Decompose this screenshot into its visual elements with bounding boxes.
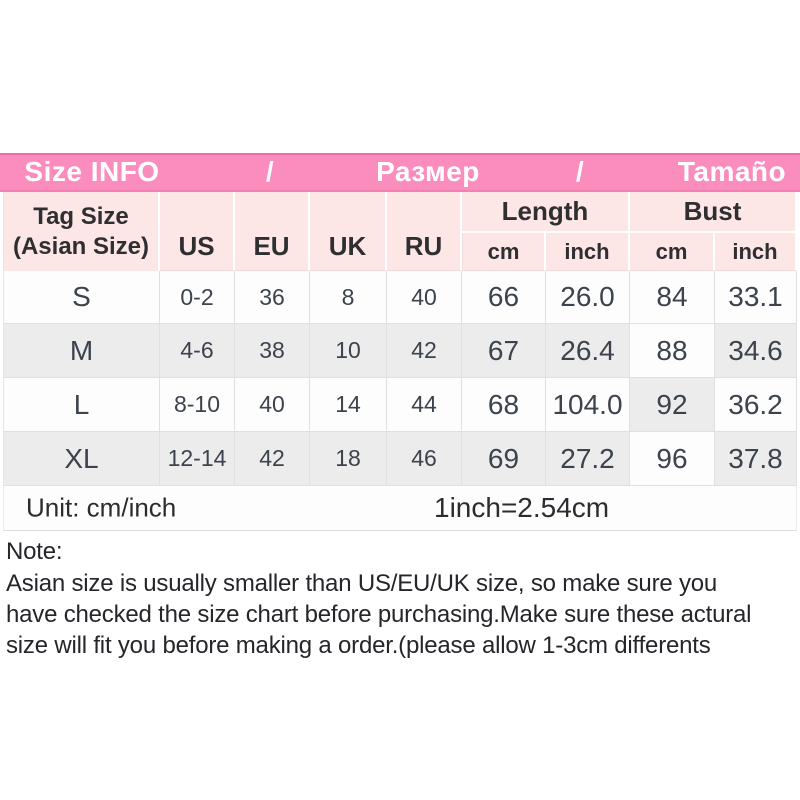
- size-row-s: S 0-2 36 8 40 66 26.0 84 33.1: [3, 271, 797, 324]
- size-info-banner: Size INFO / Размер / Tamaño: [0, 153, 800, 192]
- cell-ru: 46: [387, 432, 462, 486]
- cell-bust-inch: 34.6: [715, 324, 797, 378]
- cell-length-inch: 104.0: [546, 378, 630, 432]
- cell-us: 12-14: [160, 432, 235, 486]
- note-block: Note: Asian size is usually smaller than…: [0, 536, 800, 661]
- banner-separator-slash: /: [265, 155, 275, 187]
- header-tag-size-line2: (Asian Size): [12, 232, 150, 260]
- inch-conversion-label: 1inch=2.54cm: [434, 492, 610, 523]
- header-length-inch: inch: [546, 233, 630, 271]
- cell-ru: 44: [387, 378, 462, 432]
- cell-bust-inch: 37.8: [715, 432, 797, 486]
- cell-bust-cm: 92: [630, 378, 715, 432]
- header-tag-size: Tag Size (Asian Size): [3, 192, 160, 271]
- cell-bust-cm: 88: [630, 324, 715, 378]
- note-line-3: size will fit you before making a order.…: [6, 632, 711, 659]
- cell-tag: M: [3, 324, 160, 378]
- cell-uk: 14: [310, 378, 387, 432]
- cell-ru: 42: [387, 324, 462, 378]
- banner-label-razmer: Размер: [376, 155, 480, 187]
- cell-length-inch: 26.4: [546, 324, 630, 378]
- cell-bust-cm: 84: [630, 271, 715, 324]
- header-eu: EU: [235, 192, 310, 271]
- header-row-units: cm inch cm inch: [3, 233, 797, 271]
- cell-eu: 36: [235, 271, 310, 324]
- cell-length-inch: 27.2: [546, 432, 630, 486]
- cell-us: 4-6: [160, 324, 235, 378]
- cell-eu: 42: [235, 432, 310, 486]
- cell-bust-inch: 36.2: [715, 378, 797, 432]
- cell-us: 0-2: [160, 271, 235, 324]
- header-row-groups: Tag Size (Asian Size) US EU UK RU Length…: [3, 192, 797, 271]
- cell-length-inch: 26.0: [546, 271, 630, 324]
- note-label: Note:: [6, 538, 63, 565]
- cell-us: 8-10: [160, 378, 235, 432]
- banner-label-tamano: Tamaño: [677, 155, 787, 187]
- cell-uk: 8: [310, 271, 387, 324]
- unit-label: Unit: cm/inch: [26, 492, 177, 523]
- header-tag-size-line1: Tag Size: [33, 202, 129, 230]
- cell-length-cm: 66: [462, 271, 546, 324]
- cell-length-cm: 69: [462, 432, 546, 486]
- header-length-cm: cm: [462, 233, 546, 271]
- cell-bust-cm: 96: [630, 432, 715, 486]
- note-line-1: Asian size is usually smaller than US/EU…: [6, 570, 718, 597]
- cell-ru: 40: [387, 271, 462, 324]
- header-us: US: [160, 192, 235, 271]
- cell-eu: 38: [235, 324, 310, 378]
- size-row-xl: XL 12-14 42 18 46 69 27.2 96 37.8: [3, 432, 797, 486]
- unit-bar: Unit: cm/inch 1inch=2.54cm: [3, 486, 797, 531]
- note-line-2: have checked the size chart before purch…: [6, 601, 752, 628]
- header-bust-cm: cm: [630, 233, 715, 271]
- header-ru: RU: [387, 192, 462, 271]
- cell-length-cm: 67: [462, 324, 546, 378]
- header-uk: UK: [310, 192, 387, 271]
- cell-bust-inch: 33.1: [715, 271, 797, 324]
- banner-separator-slash-2: /: [575, 155, 585, 187]
- size-row-m: M 4-6 38 10 42 67 26.4 88 34.6: [3, 324, 797, 378]
- size-table: Tag Size (Asian Size) US EU UK RU Length…: [3, 192, 797, 486]
- header-bust-inch: inch: [715, 233, 797, 271]
- cell-tag: S: [3, 271, 160, 324]
- cell-eu: 40: [235, 378, 310, 432]
- cell-uk: 18: [310, 432, 387, 486]
- cell-length-cm: 68: [462, 378, 546, 432]
- size-row-l: L 8-10 40 14 44 68 104.0 92 36.2: [3, 378, 797, 432]
- header-bust-group: Bust: [630, 192, 797, 233]
- cell-uk: 10: [310, 324, 387, 378]
- banner-label-size-info: Size INFO: [24, 155, 160, 187]
- cell-tag: XL: [3, 432, 160, 486]
- cell-tag: L: [3, 378, 160, 432]
- header-length-group: Length: [462, 192, 630, 233]
- size-table-container: Tag Size (Asian Size) US EU UK RU Length…: [3, 192, 797, 486]
